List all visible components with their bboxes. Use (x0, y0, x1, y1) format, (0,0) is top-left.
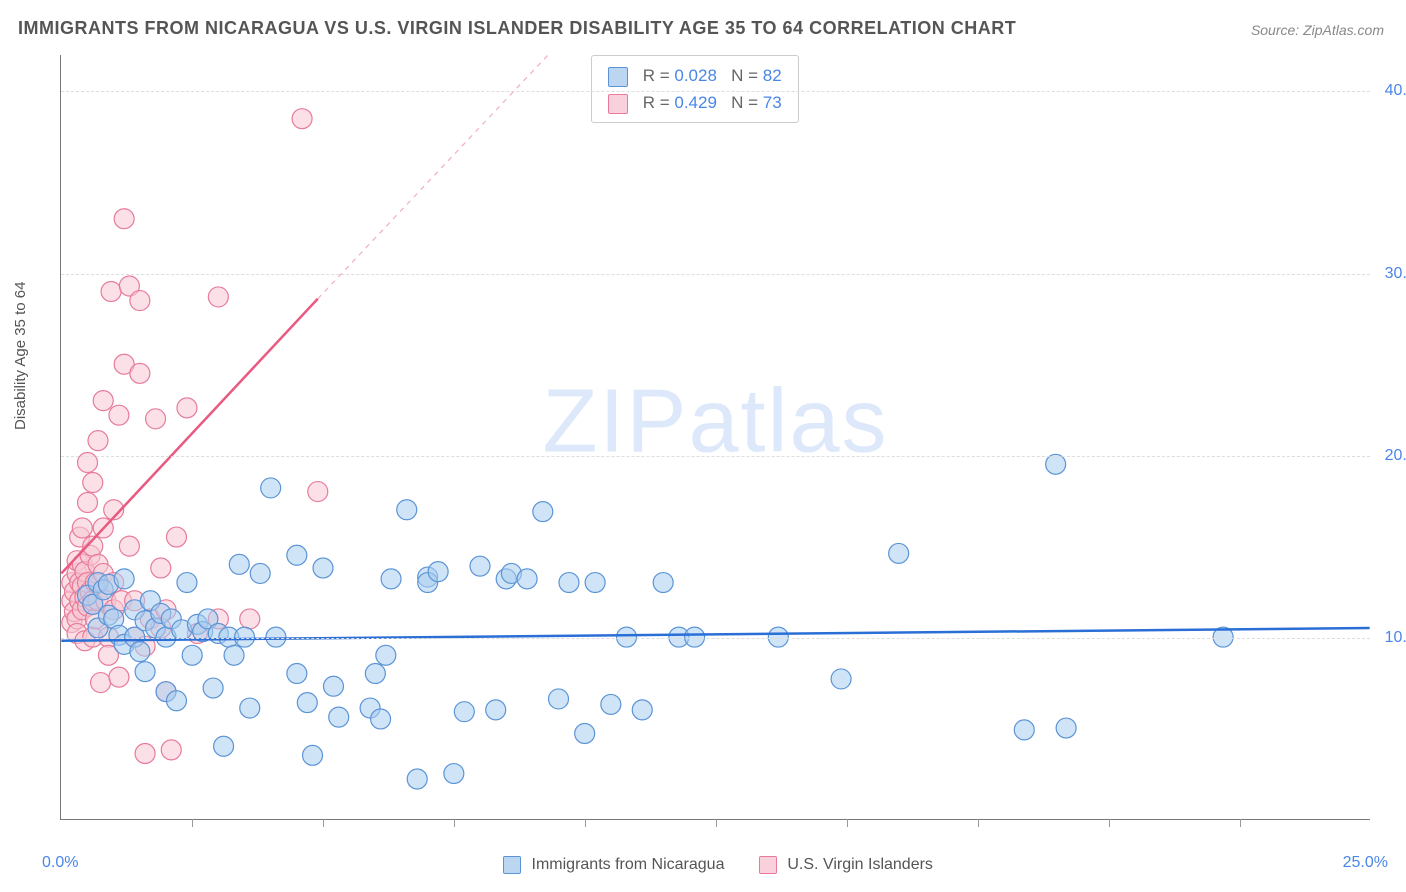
data-point (214, 736, 234, 756)
x-tick-mark (454, 819, 455, 827)
data-point (119, 536, 139, 556)
data-point (549, 689, 569, 709)
data-point (329, 707, 349, 727)
data-point (135, 744, 155, 764)
data-point (109, 667, 129, 687)
data-point (1014, 720, 1034, 740)
data-point (130, 363, 150, 383)
x-tick-mark (716, 819, 717, 827)
data-point (93, 391, 113, 411)
data-point (203, 678, 223, 698)
plot-area: ZIPatlas R = 0.028 N = 82 R = 0.429 N = … (60, 55, 1370, 820)
legend-label-nicaragua: Immigrants from Nicaragua (532, 856, 725, 873)
legend-swatch-nicaragua (503, 856, 521, 874)
data-point (88, 431, 108, 451)
data-point (1046, 454, 1066, 474)
source-attribution: Source: ZipAtlas.com (1251, 22, 1384, 38)
data-point (470, 556, 490, 576)
y-tick-label: 20.0% (1375, 447, 1406, 465)
data-point (287, 663, 307, 683)
data-point (166, 527, 186, 547)
data-point (653, 573, 673, 593)
data-point (428, 562, 448, 582)
data-point (381, 569, 401, 589)
data-point (297, 693, 317, 713)
data-point (130, 291, 150, 311)
data-point (287, 545, 307, 565)
x-tick-mark (847, 819, 848, 827)
data-point (308, 482, 328, 502)
gridline-h (61, 456, 1370, 457)
data-point (101, 281, 121, 301)
data-point (303, 745, 323, 765)
legend-label-virgin-islanders: U.S. Virgin Islanders (787, 856, 933, 873)
x-tick-mark (585, 819, 586, 827)
data-point (575, 724, 595, 744)
y-tick-label: 30.0% (1375, 265, 1406, 283)
gridline-h (61, 638, 1370, 639)
data-point (454, 702, 474, 722)
data-point (130, 642, 150, 662)
bottom-legend: Immigrants from Nicaragua U.S. Virgin Is… (0, 856, 1406, 874)
data-point (114, 209, 134, 229)
x-tick-mark (323, 819, 324, 827)
data-point (486, 700, 506, 720)
data-point (407, 769, 427, 789)
data-point (161, 740, 181, 760)
x-tick-mark (192, 819, 193, 827)
data-point (182, 645, 202, 665)
data-point (601, 694, 621, 714)
data-point (517, 569, 537, 589)
data-point (109, 405, 129, 425)
data-point (114, 569, 134, 589)
data-point (1056, 718, 1076, 738)
data-point (151, 558, 171, 578)
data-point (831, 669, 851, 689)
x-tick-mark (1240, 819, 1241, 827)
chart-title: IMMIGRANTS FROM NICARAGUA VS U.S. VIRGIN… (18, 18, 1016, 39)
data-point (261, 478, 281, 498)
data-point (250, 563, 270, 583)
gridline-h (61, 274, 1370, 275)
data-point (240, 698, 260, 718)
data-point (533, 502, 553, 522)
data-point (83, 472, 103, 492)
data-point (91, 673, 111, 693)
y-axis-label: Disability Age 35 to 64 (12, 282, 29, 430)
data-point (371, 709, 391, 729)
data-point (323, 676, 343, 696)
data-point (240, 609, 260, 629)
data-point (365, 663, 385, 683)
data-point (559, 573, 579, 593)
data-point (632, 700, 652, 720)
data-point (177, 398, 197, 418)
data-point (166, 691, 186, 711)
data-point (313, 558, 333, 578)
data-point (889, 543, 909, 563)
data-point (376, 645, 396, 665)
data-point (229, 554, 249, 574)
data-point (292, 109, 312, 129)
data-point (78, 492, 98, 512)
plot-svg (61, 55, 1370, 819)
data-point (208, 287, 228, 307)
data-point (177, 573, 197, 593)
data-point (135, 662, 155, 682)
data-point (224, 645, 244, 665)
legend-swatch-virgin-islanders (759, 856, 777, 874)
data-point (585, 573, 605, 593)
data-point (146, 409, 166, 429)
y-tick-label: 40.0% (1375, 82, 1406, 100)
data-point (444, 764, 464, 784)
data-point (72, 518, 92, 538)
x-tick-mark (978, 819, 979, 827)
y-tick-label: 10.0% (1375, 629, 1406, 647)
x-tick-mark (1109, 819, 1110, 827)
data-point (397, 500, 417, 520)
gridline-h (61, 91, 1370, 92)
